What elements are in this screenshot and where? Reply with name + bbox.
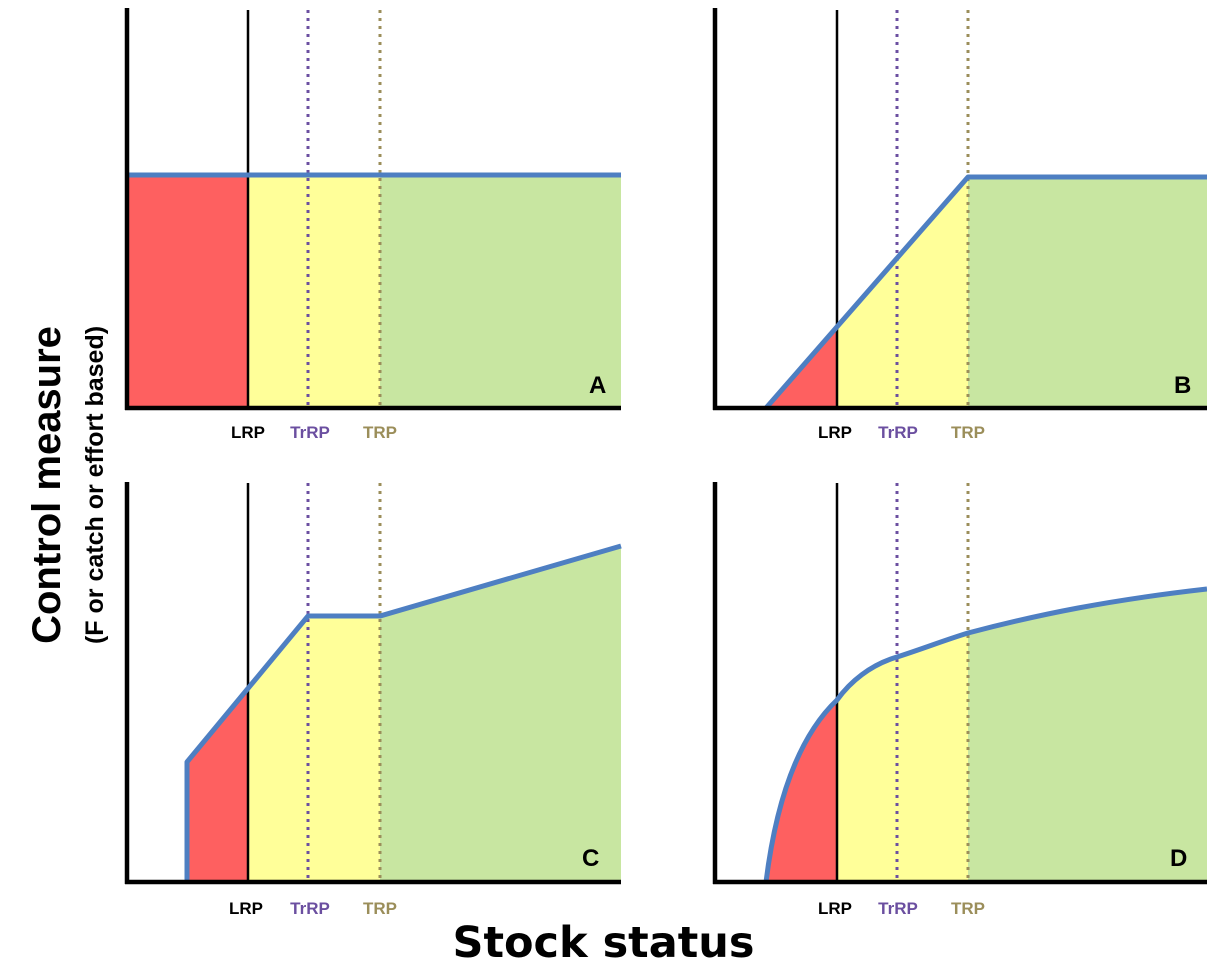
y-axis-title-block: Control measure (F or catch or effort ba… bbox=[8, 270, 118, 700]
trrp-label: TrRP bbox=[878, 423, 918, 442]
red-zone bbox=[766, 700, 837, 882]
panel-letter: C bbox=[582, 845, 599, 872]
trp-label: TRP bbox=[363, 899, 397, 918]
panel-b: B LRP TrRP TRP bbox=[712, 8, 1207, 442]
panel-a: A LRP TrRP TRP bbox=[124, 8, 621, 442]
trp-label: TRP bbox=[951, 423, 985, 442]
panel-letter: A bbox=[589, 372, 606, 399]
green-zone bbox=[380, 546, 621, 882]
trrp-label: TrRP bbox=[878, 899, 918, 918]
y-axis-subtitle: (F or catch or effort based) bbox=[81, 326, 109, 644]
yellow-zone bbox=[248, 175, 380, 408]
trrp-label: TrRP bbox=[290, 423, 330, 442]
panel-letter: D bbox=[1170, 845, 1187, 872]
y-axis-title: Control measure bbox=[25, 326, 69, 644]
panel-letter: B bbox=[1174, 372, 1191, 399]
hcr-curve bbox=[763, 586, 1207, 883]
red-zone bbox=[127, 175, 248, 408]
trrp-label: TrRP bbox=[290, 899, 330, 918]
panel-d: D LRP TrRP TRP bbox=[712, 482, 1207, 918]
hcr-curve bbox=[184, 543, 622, 882]
yellow-zone bbox=[248, 616, 380, 882]
green-zone bbox=[968, 177, 1207, 408]
green-zone bbox=[380, 175, 621, 408]
lrp-label: LRP bbox=[818, 899, 852, 918]
lrp-label: LRP bbox=[231, 423, 265, 442]
lrp-label: LRP bbox=[818, 423, 852, 442]
hcr-curve bbox=[764, 174, 1207, 410]
panel-c: C LRP TrRP TRP bbox=[124, 482, 622, 918]
red-zone bbox=[187, 690, 248, 882]
trp-label: TRP bbox=[363, 423, 397, 442]
lrp-label: LRP bbox=[229, 899, 263, 918]
x-axis-title: Stock status bbox=[452, 918, 755, 968]
green-zone bbox=[968, 589, 1207, 882]
trp-label: TRP bbox=[951, 899, 985, 918]
yellow-zone bbox=[837, 633, 968, 882]
yellow-zone bbox=[837, 177, 968, 408]
